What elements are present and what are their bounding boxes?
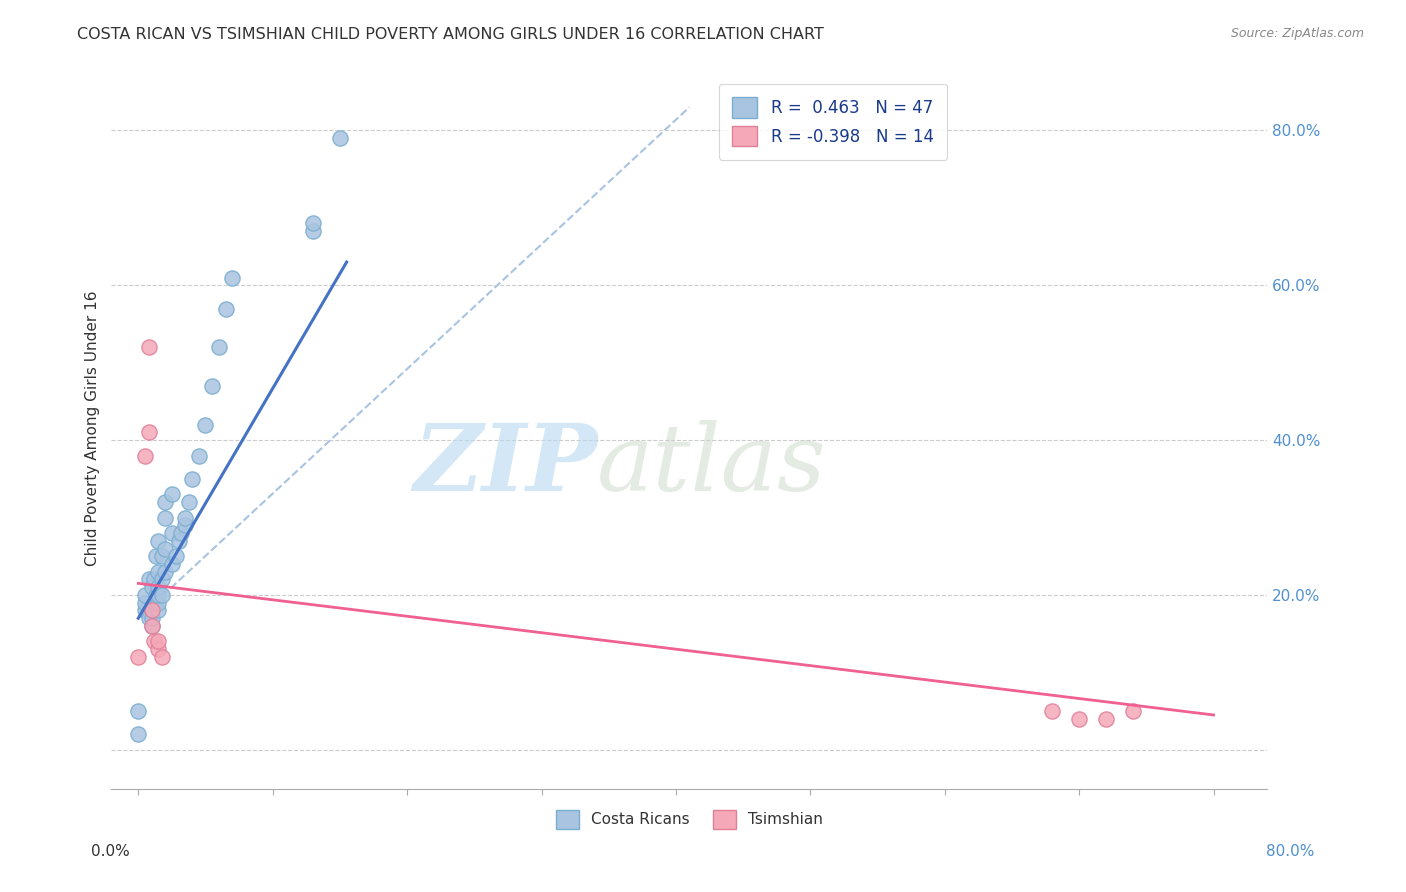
Text: COSTA RICAN VS TSIMSHIAN CHILD POVERTY AMONG GIRLS UNDER 16 CORRELATION CHART: COSTA RICAN VS TSIMSHIAN CHILD POVERTY A… bbox=[77, 27, 824, 42]
Point bbox=[127, 727, 149, 741]
Point bbox=[160, 526, 183, 541]
Point bbox=[187, 449, 209, 463]
Point bbox=[148, 634, 170, 648]
Point bbox=[1122, 704, 1144, 718]
Legend: Costa Ricans, Tsimshian: Costa Ricans, Tsimshian bbox=[550, 804, 828, 835]
Text: 0.0%: 0.0% bbox=[91, 845, 131, 859]
Point bbox=[141, 603, 163, 617]
Point bbox=[148, 603, 170, 617]
Point bbox=[170, 526, 193, 541]
Point bbox=[1040, 704, 1063, 718]
Point bbox=[148, 596, 170, 610]
Point bbox=[152, 588, 174, 602]
Point bbox=[148, 588, 170, 602]
Point bbox=[153, 565, 176, 579]
Point bbox=[302, 224, 325, 238]
Point bbox=[148, 533, 170, 548]
Point bbox=[208, 340, 231, 354]
Point bbox=[1069, 712, 1091, 726]
Point bbox=[152, 573, 174, 587]
Point bbox=[174, 518, 197, 533]
Point bbox=[138, 425, 160, 440]
Point bbox=[148, 642, 170, 657]
Point bbox=[141, 580, 163, 594]
Text: ZIP: ZIP bbox=[412, 419, 598, 509]
Text: 80.0%: 80.0% bbox=[1267, 845, 1315, 859]
Point bbox=[167, 533, 190, 548]
Point bbox=[141, 619, 163, 633]
Point bbox=[221, 270, 243, 285]
Point bbox=[148, 565, 170, 579]
Point bbox=[143, 596, 166, 610]
Point bbox=[138, 340, 160, 354]
Point bbox=[148, 580, 170, 594]
Point bbox=[153, 510, 176, 524]
Point bbox=[153, 495, 176, 509]
Point bbox=[329, 131, 352, 145]
Point bbox=[201, 379, 224, 393]
Point bbox=[127, 704, 149, 718]
Point bbox=[141, 611, 163, 625]
Point bbox=[194, 417, 217, 432]
Point bbox=[134, 596, 156, 610]
Text: Source: ZipAtlas.com: Source: ZipAtlas.com bbox=[1230, 27, 1364, 40]
Point bbox=[152, 549, 174, 564]
Point bbox=[145, 549, 167, 564]
Point bbox=[152, 649, 174, 664]
Point bbox=[160, 557, 183, 571]
Y-axis label: Child Poverty Among Girls Under 16: Child Poverty Among Girls Under 16 bbox=[86, 291, 100, 566]
Point bbox=[138, 573, 160, 587]
Point bbox=[165, 549, 187, 564]
Point bbox=[179, 495, 201, 509]
Point bbox=[1095, 712, 1118, 726]
Point bbox=[134, 449, 156, 463]
Point bbox=[138, 611, 160, 625]
Point bbox=[174, 510, 197, 524]
Point bbox=[160, 487, 183, 501]
Point bbox=[141, 619, 163, 633]
Point bbox=[181, 472, 204, 486]
Point bbox=[134, 588, 156, 602]
Text: atlas: atlas bbox=[598, 419, 827, 509]
Point bbox=[153, 541, 176, 556]
Point bbox=[302, 216, 325, 230]
Point bbox=[127, 649, 149, 664]
Point bbox=[141, 603, 163, 617]
Point bbox=[143, 634, 166, 648]
Point bbox=[214, 301, 236, 316]
Point bbox=[134, 603, 156, 617]
Point bbox=[145, 588, 167, 602]
Point bbox=[143, 573, 166, 587]
